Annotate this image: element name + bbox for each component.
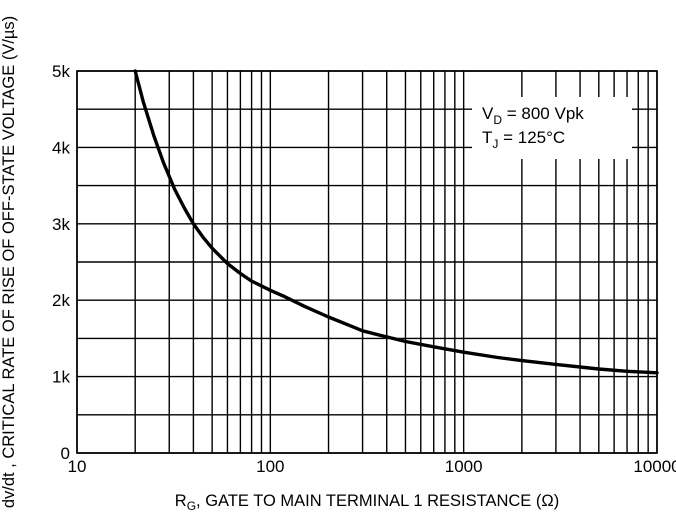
annotation-vd: VD = 800 Vpk [482, 104, 584, 127]
x-tick-labels: 10 100 1000 10000 [68, 457, 676, 476]
y-tick-label: 3k [52, 215, 70, 234]
y-tick-label: 4k [52, 138, 70, 157]
series-line [133, 69, 659, 375]
x-tick-label: 10 [68, 457, 87, 476]
x-tick-label: 1000 [445, 457, 483, 476]
y-tick-label: 1k [52, 368, 70, 387]
x-tick-label: 100 [256, 457, 284, 476]
y-tick-label: 0 [61, 444, 70, 463]
legend: VD = 800 Vpk TJ = 125°C [472, 97, 632, 159]
legend-box [472, 97, 632, 159]
y-axis-title: dv/dt , CRITICAL RATE OF RISE OF OFF-STA… [0, 16, 18, 508]
x-axis-title: RG, GATE TO MAIN TERMINAL 1 RESISTANCE (… [175, 492, 559, 513]
annotation-tj: TJ = 125°C [482, 128, 565, 151]
y-tick-label: 2k [52, 291, 70, 310]
plot-frame [76, 70, 658, 454]
y-tick-labels: 0 1k 2k 3k 4k 5k [52, 62, 70, 463]
y-tick-label: 5k [52, 62, 70, 81]
x-tick-label: 10000 [633, 457, 676, 476]
